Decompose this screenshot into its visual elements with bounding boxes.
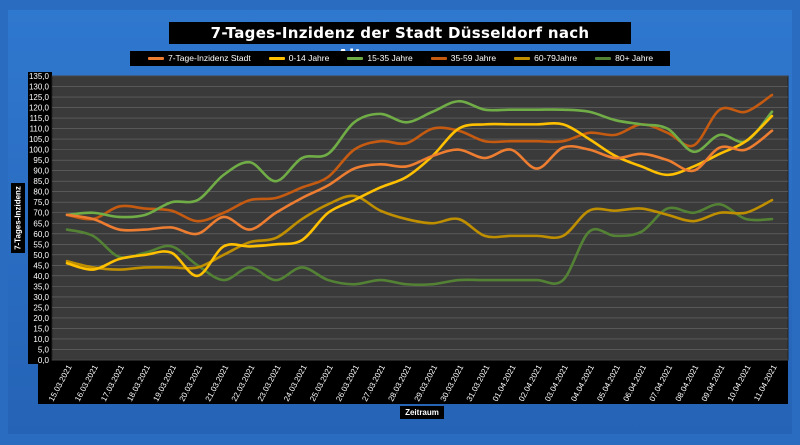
legend-swatch (514, 57, 531, 60)
y-tick-label: 65,0 (33, 219, 49, 228)
legend-label: 35-59 Jahre (450, 53, 497, 63)
y-tick-label: 60,0 (33, 230, 49, 239)
x-axis-tick-panel (38, 360, 788, 404)
y-tick-label: 75,0 (33, 198, 49, 207)
legend-item-0-14: 0-14 Jahre (268, 51, 330, 66)
plot-area (51, 75, 789, 361)
y-tick-label: 135,0 (29, 72, 50, 81)
legend-swatch (595, 57, 612, 60)
y-axis-label: 7-Tages-Inzidenz (13, 186, 23, 250)
y-axis-label-box (11, 183, 25, 253)
y-tick-label: 125,0 (29, 93, 50, 102)
legend-item-80plus: 80+ Jahre (595, 51, 653, 66)
y-tick-label: 130,0 (29, 83, 50, 92)
series-line (65, 194, 774, 271)
legend-swatch (148, 57, 164, 60)
y-tick-label: 90,0 (33, 167, 49, 176)
series-line (65, 114, 774, 278)
y-tick-label: 10,0 (33, 335, 49, 344)
y-tick-label: 100,0 (29, 146, 50, 155)
y-tick-label: 50,0 (33, 251, 49, 260)
legend-item-35-59: 35-59 Jahre (430, 51, 497, 66)
y-axis-tick-panel (28, 72, 52, 364)
y-tick-label: 15,0 (33, 324, 49, 333)
y-tick-label: 5,0 (38, 345, 50, 354)
y-tick-label: 120,0 (29, 104, 50, 113)
y-tick-label: 20,0 (33, 314, 49, 323)
y-tick-label: 80,0 (33, 188, 49, 197)
y-tick-label: 55,0 (33, 240, 49, 249)
series-line (65, 203, 774, 287)
y-tick-label: 45,0 (33, 261, 49, 270)
chart-title: 7-Tages-Inzidenz der Stadt Düsseldorf na… (169, 22, 631, 64)
y-tick-label: 30,0 (33, 293, 49, 302)
y-tick-label: 110,0 (30, 125, 50, 134)
legend-label: 60-79Jahre (534, 53, 578, 63)
y-tick-label: 35,0 (33, 282, 49, 291)
chart-legend: 7-Tage-Inzidenz Stadt 0-14 Jahre 15-35 J… (130, 51, 670, 66)
legend-swatch (347, 57, 364, 60)
legend-item-stadt: 7-Tage-Inzidenz Stadt (148, 51, 251, 66)
legend-label: 80+ Jahre (615, 53, 654, 63)
y-tick-label: 40,0 (33, 272, 49, 281)
y-tick-label: 95,0 (33, 156, 49, 165)
legend-swatch (268, 57, 285, 60)
series-line (65, 129, 774, 236)
y-tick-label: 85,0 (33, 177, 49, 186)
series-line (65, 93, 774, 223)
legend-label: 7-Tage-Inzidenz Stadt (168, 53, 251, 63)
y-tick-label: 0,0 (38, 356, 50, 365)
legend-label: 0-14 Jahre (288, 53, 330, 63)
legend-swatch (430, 57, 447, 60)
y-tick-label: 70,0 (33, 209, 49, 218)
y-tick-label: 105,0 (29, 135, 50, 144)
legend-item-15-35: 15-35 Jahre (347, 51, 413, 66)
legend-item-60-79: 60-79Jahre (514, 51, 577, 66)
y-tick-label: 115,0 (30, 114, 50, 123)
series-line (65, 99, 774, 219)
legend-label: 15-35 Jahre (367, 53, 413, 63)
y-tick-label: 25,0 (33, 303, 49, 312)
x-axis-label: Zeitraum (400, 406, 444, 419)
